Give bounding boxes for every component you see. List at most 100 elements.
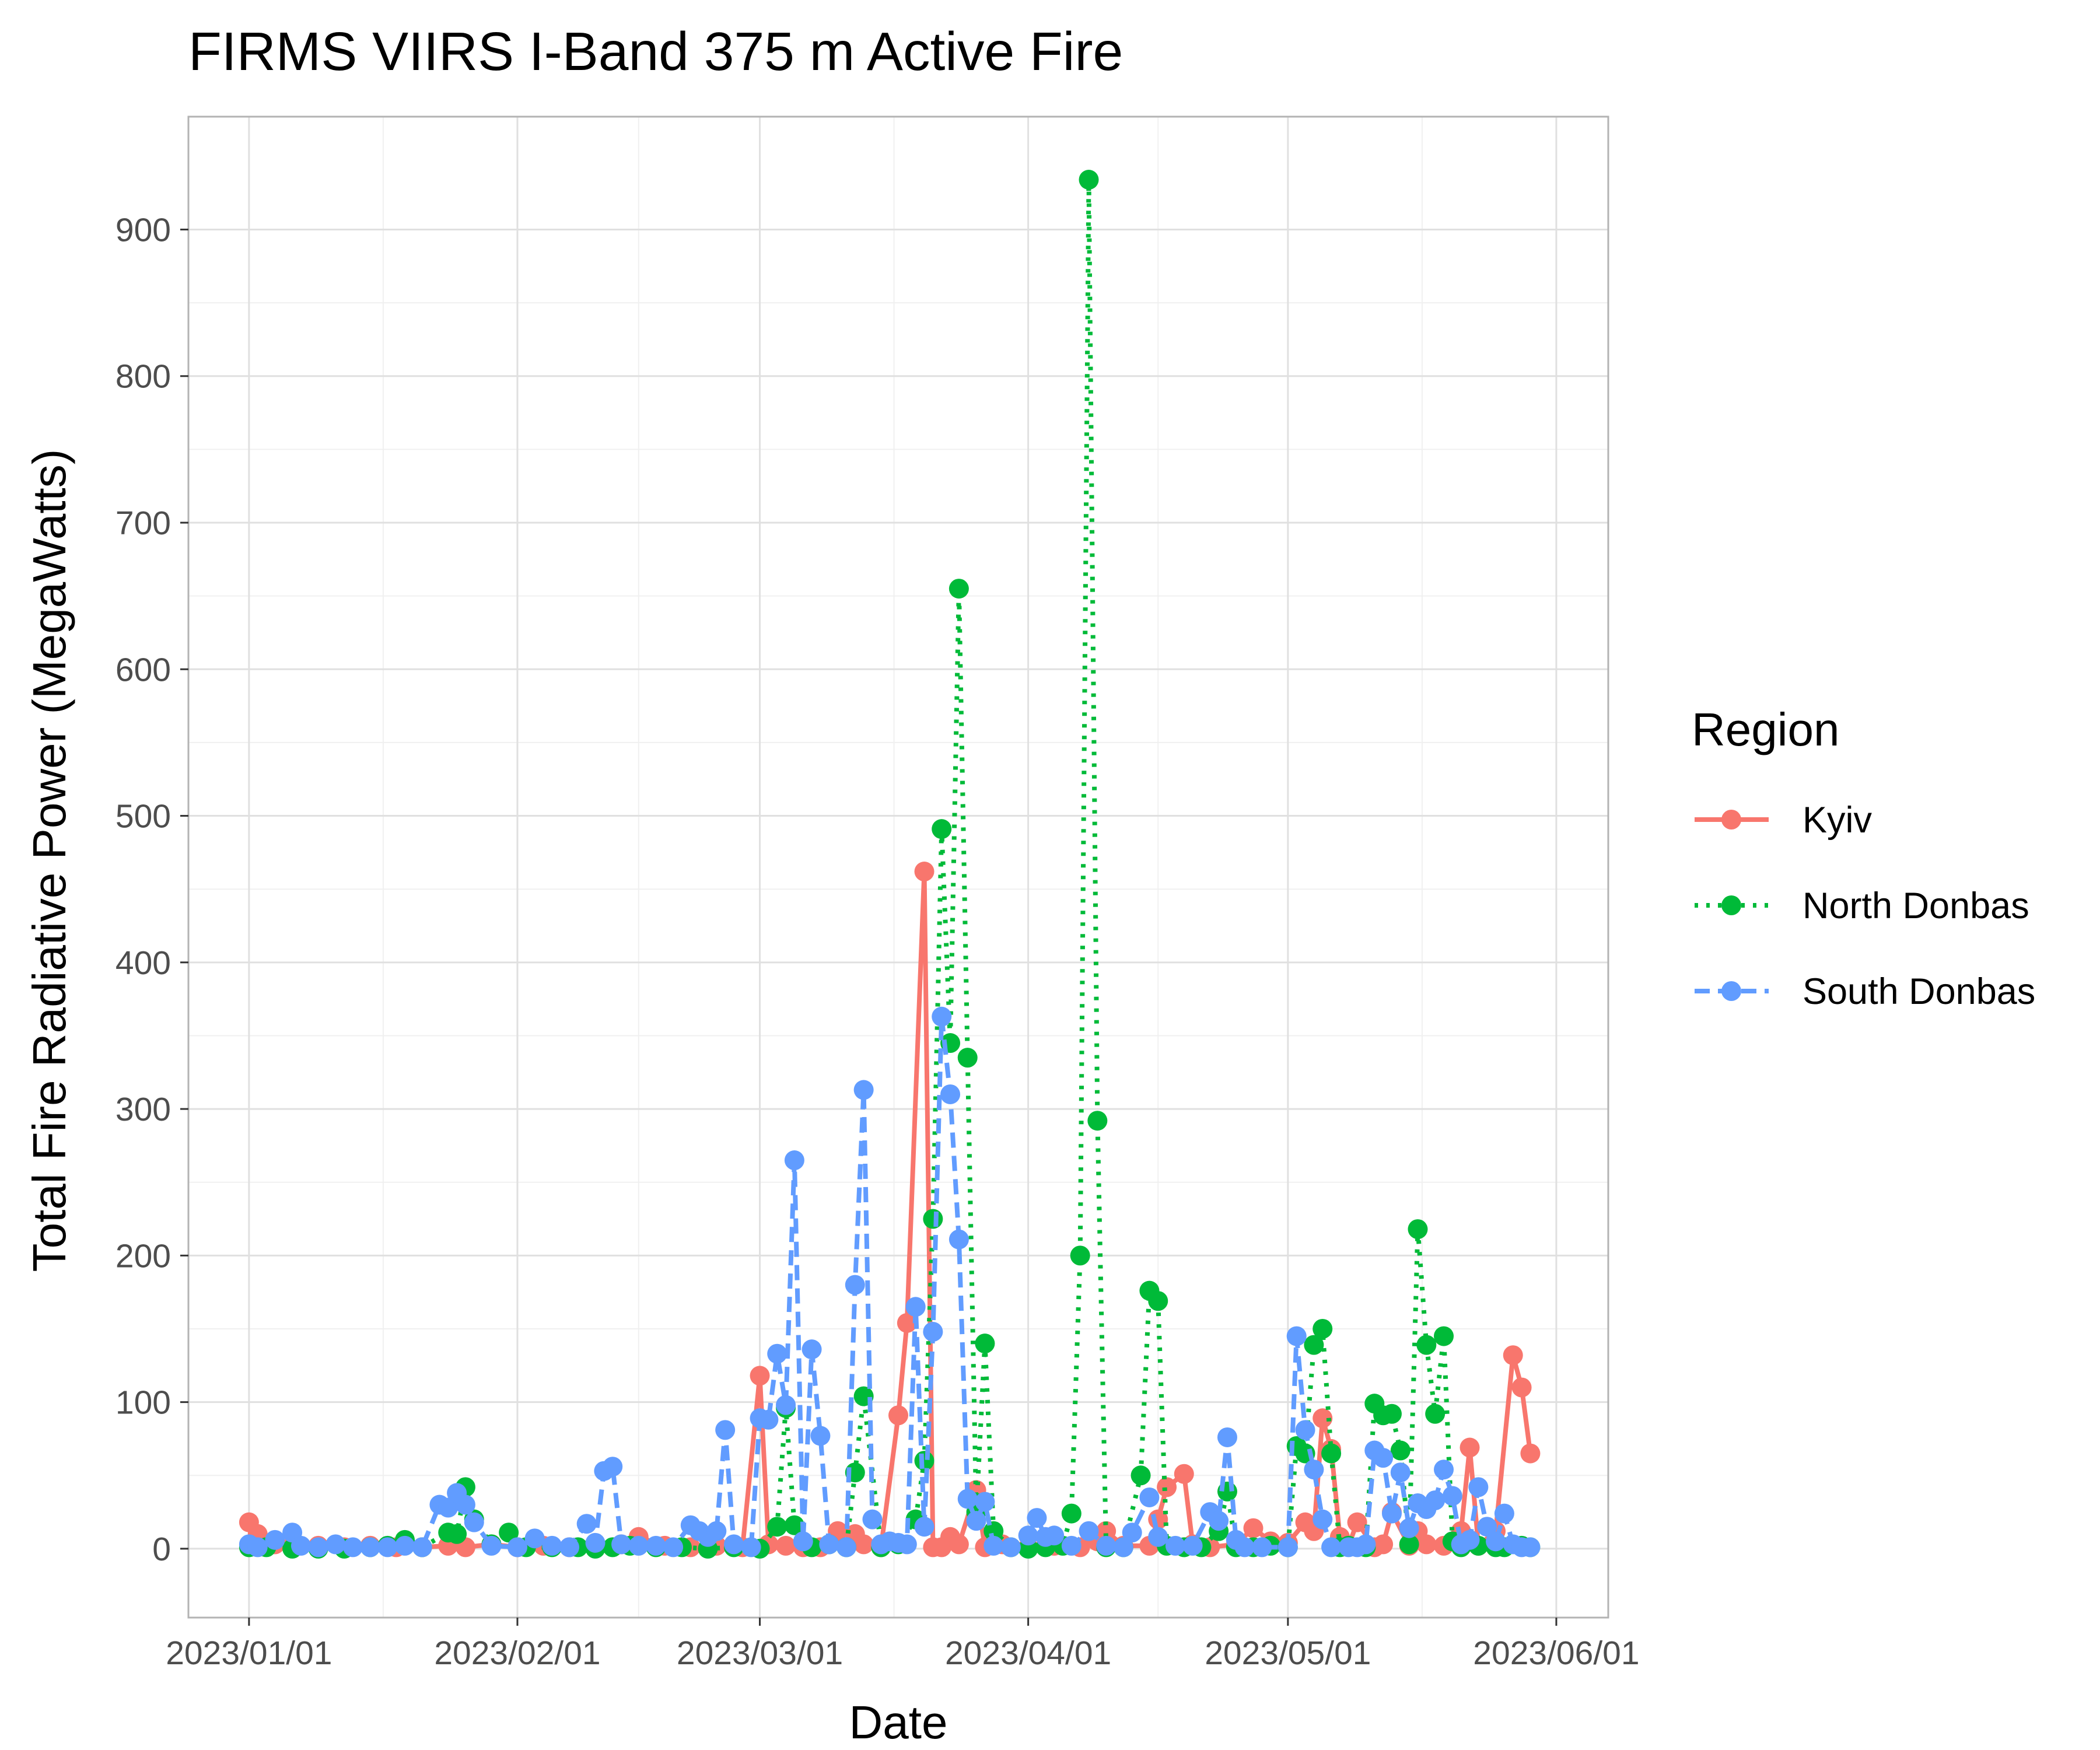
- data-point-kyiv: [750, 1366, 770, 1386]
- data-point-north-donbas: [957, 1048, 978, 1068]
- data-point-south-donbas: [1390, 1462, 1410, 1483]
- x-axis: 2023/01/01 2023/02/01 2023/03/01 2023/04/01…: [166, 1618, 1640, 1672]
- data-point-kyiv: [776, 1535, 796, 1556]
- x-axis-title: Date: [849, 1696, 948, 1748]
- data-point-kyiv: [853, 1534, 874, 1555]
- data-point-south-donbas: [1356, 1534, 1376, 1555]
- y-tick-label: 500: [116, 798, 171, 835]
- data-point-south-donbas: [897, 1534, 917, 1555]
- data-point-south-donbas: [1027, 1508, 1047, 1528]
- y-tick-label: 0: [152, 1531, 171, 1568]
- data-point-south-donbas: [836, 1537, 856, 1558]
- x-tick-label: 2023/03/01: [677, 1634, 843, 1672]
- data-point-south-donbas: [360, 1537, 380, 1558]
- data-point-south-donbas: [819, 1534, 839, 1555]
- data-point-north-donbas: [1061, 1503, 1082, 1524]
- data-point-north-donbas: [984, 1521, 1004, 1541]
- data-point-south-donbas: [923, 1322, 943, 1342]
- data-point-south-donbas: [1209, 1511, 1229, 1531]
- data-point-north-donbas: [1148, 1291, 1168, 1311]
- legend-title: Region: [1692, 704, 1840, 755]
- data-point-south-donbas: [984, 1535, 1004, 1556]
- data-point-north-donbas: [975, 1334, 995, 1354]
- data-point-north-donbas: [1416, 1335, 1437, 1355]
- data-point-south-donbas: [1373, 1448, 1394, 1468]
- data-point-kyiv: [888, 1405, 908, 1426]
- data-point-south-donbas: [542, 1535, 562, 1556]
- legend: Region Kyiv North Donbas South Donbas: [1692, 704, 2035, 1012]
- data-point-north-donbas: [447, 1524, 467, 1544]
- data-point-south-donbas: [784, 1150, 804, 1171]
- data-point-south-donbas: [663, 1537, 684, 1558]
- legend-item-kyiv: Kyiv: [1695, 800, 1873, 841]
- data-point-south-donbas: [1381, 1503, 1402, 1524]
- data-point-south-donbas: [455, 1494, 475, 1515]
- data-point-south-donbas: [793, 1531, 813, 1552]
- data-point-south-donbas: [265, 1530, 285, 1550]
- data-point-south-donbas: [326, 1534, 346, 1555]
- data-point-south-donbas: [1312, 1509, 1333, 1530]
- data-point-kyiv: [897, 1312, 917, 1333]
- data-point-south-donbas: [1520, 1537, 1541, 1558]
- data-point-south-donbas: [758, 1409, 779, 1430]
- y-tick-label: 700: [116, 505, 171, 542]
- data-point-south-donbas: [957, 1489, 978, 1509]
- data-point-south-donbas: [507, 1537, 527, 1558]
- data-point-south-donbas: [247, 1537, 268, 1558]
- data-point-north-donbas: [1425, 1404, 1446, 1424]
- data-point-south-donbas: [377, 1537, 398, 1558]
- series-south-donbas: [239, 1006, 1541, 1558]
- data-point-south-donbas: [1252, 1537, 1272, 1558]
- data-point-north-donbas: [1408, 1219, 1428, 1240]
- data-point-south-donbas: [1295, 1420, 1315, 1440]
- data-point-south-donbas: [646, 1535, 666, 1556]
- data-point-south-donbas: [966, 1511, 986, 1531]
- data-point-kyiv: [1312, 1408, 1333, 1429]
- data-point-south-donbas: [395, 1535, 415, 1556]
- data-point-south-donbas: [1304, 1460, 1324, 1480]
- data-point-south-donbas: [940, 1084, 961, 1104]
- data-point-north-donbas: [932, 819, 952, 839]
- data-point-south-donbas: [949, 1229, 969, 1250]
- data-point-kyiv: [1373, 1534, 1394, 1555]
- data-point-south-donbas: [914, 1517, 935, 1537]
- data-point-south-donbas: [1217, 1427, 1237, 1447]
- data-point-south-donbas: [932, 1006, 952, 1027]
- legend-key-point: [1721, 810, 1741, 830]
- data-point-south-donbas: [559, 1537, 580, 1558]
- data-point-north-donbas: [1399, 1534, 1419, 1555]
- data-point-south-donbas: [715, 1420, 736, 1440]
- x-tick-label: 2023/05/01: [1205, 1634, 1371, 1672]
- data-point-south-donbas: [1425, 1490, 1446, 1510]
- grid: [188, 117, 1608, 1618]
- data-point-north-donbas: [499, 1522, 519, 1543]
- data-point-south-donbas: [845, 1275, 865, 1295]
- data-point-south-donbas: [975, 1492, 995, 1512]
- data-point-south-donbas: [706, 1521, 727, 1541]
- data-point-south-donbas: [1486, 1531, 1506, 1552]
- data-point-south-donbas: [767, 1343, 788, 1364]
- data-point-kyiv: [1243, 1518, 1264, 1538]
- data-point-north-donbas: [1304, 1335, 1324, 1355]
- data-point-south-donbas: [1460, 1530, 1480, 1550]
- data-point-south-donbas: [308, 1537, 328, 1558]
- data-point-north-donbas: [1381, 1404, 1402, 1424]
- legend-key-point: [1721, 895, 1741, 915]
- data-point-south-donbas: [810, 1426, 831, 1446]
- data-point-south-donbas: [1468, 1477, 1489, 1497]
- data-point-south-donbas: [802, 1339, 822, 1360]
- data-point-kyiv: [914, 862, 935, 882]
- y-tick-label: 100: [116, 1384, 171, 1422]
- data-point-south-donbas: [1286, 1326, 1307, 1346]
- data-point-south-donbas: [1061, 1535, 1082, 1556]
- data-point-north-donbas: [1312, 1318, 1333, 1339]
- data-point-south-donbas: [862, 1509, 883, 1530]
- data-point-south-donbas: [1434, 1460, 1454, 1480]
- plot-panel-border: [187, 116, 1609, 1619]
- data-point-south-donbas: [464, 1512, 484, 1532]
- y-axis: 0 100 200 300 400 500 600 700 800 900: [116, 211, 188, 1568]
- x-tick-label: 2023/06/01: [1473, 1634, 1639, 1672]
- data-point-south-donbas: [1139, 1487, 1160, 1507]
- data-point-south-donbas: [1165, 1535, 1185, 1556]
